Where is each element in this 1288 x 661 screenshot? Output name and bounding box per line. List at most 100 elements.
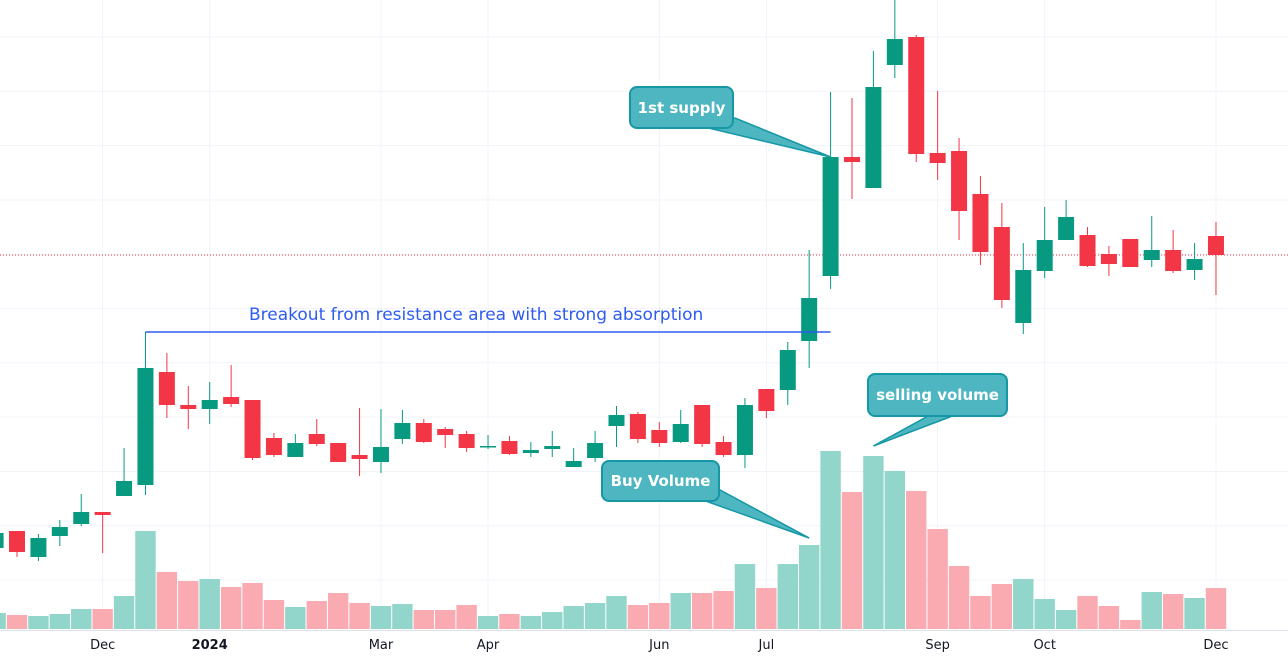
volume-bar [499,614,520,629]
candle-up [73,494,90,526]
volume-bar [798,545,820,629]
volume-bar [0,613,6,629]
candle-up [480,435,497,449]
volume-bar [520,616,542,629]
candle-down [223,365,240,407]
candle-up [1058,200,1075,240]
x-tick-label: Sep [925,638,950,653]
volume-bar [1055,610,1077,629]
candle-body [565,461,582,467]
volume-bar [435,610,456,629]
volume-bar [92,609,113,629]
candle-up [1186,243,1203,280]
callout-first-supply[interactable]: 1st supply [629,86,734,129]
candle-up [1143,216,1160,267]
candle-body [587,443,604,458]
x-tick-label: Jun [649,638,670,653]
breakout-annotation-text[interactable]: Breakout from resistance area with stron… [249,305,704,325]
candle-down [415,419,432,443]
volume-bar [584,603,606,629]
candle-body [972,194,989,252]
volume-bar [563,606,584,629]
volume-bar [178,581,199,629]
candle-down [993,203,1010,308]
volume-bar [542,612,563,629]
candle-body [116,481,133,496]
candle-down [330,443,347,462]
volume-bar [456,605,477,629]
candle-body [758,389,775,411]
volume-bar [1184,598,1205,629]
candle-up [372,409,389,473]
selling-volume-pointer [873,414,956,447]
candle-body [608,415,625,426]
callout-buy-volume[interactable]: Buy Volume [601,460,720,502]
volume-bar [1120,620,1141,629]
candle-down [651,422,668,447]
candle-up [587,431,604,462]
candle-body [330,443,347,462]
volume-bar [49,614,71,629]
candle-up [736,398,753,468]
volume-bar [370,606,392,629]
volume-bar [991,584,1013,629]
candle-down [437,427,454,448]
x-tick-label: Dec [90,638,116,653]
candle-body [1015,270,1032,323]
volume-bar [220,587,242,629]
candle-body [908,37,925,154]
candle-body [1079,235,1096,266]
candle-up [137,332,154,495]
candle-down [9,531,26,557]
volume-bar [713,591,734,629]
candle-body [1207,236,1224,255]
volume-bar [670,593,691,629]
volume-bar [113,596,135,629]
candle-down [1122,239,1139,267]
candle-body [694,405,711,444]
candle-up [201,382,218,424]
volume-bar [6,615,28,629]
volume-bar [1098,606,1120,629]
candle-up [0,533,4,548]
volume-bar [28,616,49,629]
volume-bar [734,564,756,629]
candle-up [287,434,304,457]
candle-body [1100,254,1117,264]
candle-body [1143,250,1160,260]
candle-body [522,450,539,453]
volume-bar [327,593,349,629]
volume-bar [349,603,370,629]
candle-body [929,153,946,163]
candle-body [180,405,197,409]
volume-bar [306,601,327,629]
candle-body [30,538,47,557]
candle-body [287,443,304,457]
candle-body [1186,259,1203,270]
volume-bar [841,492,863,629]
volume-bar [927,529,948,629]
candle-up [522,442,539,457]
candle-up [672,410,689,443]
candle-up [822,92,839,289]
candle-body [736,405,753,455]
candle-down [180,386,197,429]
candle-body [458,434,475,448]
candle-body [886,39,903,65]
volume-bar [263,600,285,629]
x-tick-label: Oct [1033,638,1056,653]
volume-bar [884,471,906,629]
candle-body [437,429,454,435]
callout-selling-volume[interactable]: selling volume [867,373,1008,417]
candle-body [94,512,111,515]
candle-down [715,436,732,457]
volume-bar [242,583,263,629]
candle-down [244,400,261,460]
candle-body [51,527,68,536]
candle-down [844,98,860,199]
candle-body [1165,250,1182,271]
volume-bar [627,605,649,629]
candle-body [801,298,818,341]
volume-bar [649,603,670,629]
